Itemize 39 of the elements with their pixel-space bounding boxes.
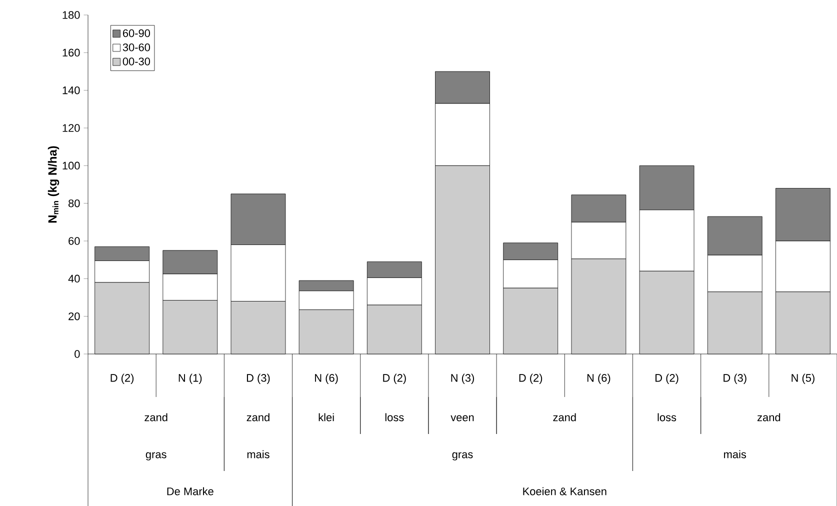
y-tick-label: 180	[62, 11, 80, 19]
y-tick-label: 60	[68, 237, 80, 245]
y-tick-label: 120	[62, 124, 80, 132]
y-tick-label: 80	[68, 199, 80, 208]
x-tick-label: N (1)	[178, 374, 202, 384]
x-tick-label: D (2)	[110, 374, 134, 384]
text: De Marke	[167, 487, 214, 496]
text: zand	[553, 413, 576, 422]
text: N$_{min}$ (kg N/ha)	[48, 146, 60, 223]
x-tick-label: N (5)	[792, 374, 814, 384]
text: Koeien & Kansen	[523, 487, 606, 496]
legend-label: 00-30	[122, 58, 150, 66]
y-tick-label: 40	[68, 274, 80, 283]
x-tick-label: N (6)	[587, 374, 610, 384]
text: loss	[658, 413, 676, 422]
text: klei	[318, 413, 334, 422]
x-tick-label: D (3)	[246, 374, 270, 384]
text: gras	[146, 452, 166, 460]
y-tick-label: 160	[62, 48, 80, 57]
text: veen	[450, 415, 474, 422]
x-tick-label: D (2)	[383, 374, 406, 384]
text: loss	[385, 413, 404, 422]
y-tick-label: 20	[68, 312, 80, 320]
y-tick-label: 100	[62, 162, 80, 170]
text: gras	[452, 452, 473, 460]
legend-label: 60-90	[122, 29, 150, 38]
text: mais	[724, 450, 746, 458]
x-tick-label: N (3)	[451, 374, 474, 384]
y-tick-label: 0	[74, 350, 80, 358]
x-tick-label: D (3)	[724, 374, 746, 384]
text: zand	[757, 413, 780, 422]
text: zand	[144, 413, 168, 422]
x-tick-label: D (2)	[519, 374, 542, 384]
text: zand	[246, 413, 270, 422]
y-tick-label: 140	[62, 86, 80, 94]
x-tick-label: N (6)	[315, 374, 338, 384]
legend-label: 30-60	[122, 43, 150, 52]
text: mais	[247, 450, 270, 458]
x-tick-label: D (2)	[656, 374, 678, 384]
